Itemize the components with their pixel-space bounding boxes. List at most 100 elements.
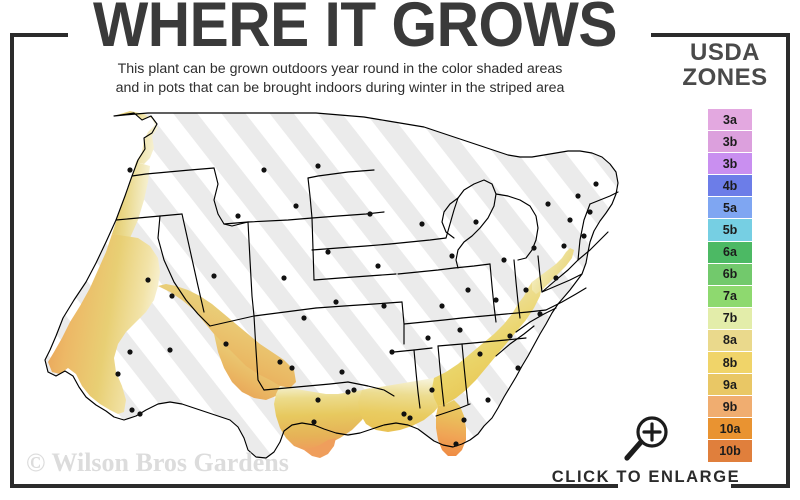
zone-pacific-northwest	[114, 111, 158, 164]
city-dot	[593, 181, 599, 187]
border-ky-tn	[461, 309, 547, 319]
frame-border-right	[786, 33, 790, 488]
city-dot	[453, 441, 459, 447]
border-ne-ks	[313, 273, 397, 281]
legend-swatch-8a[interactable]: 8a	[708, 329, 752, 353]
border-la-ms	[413, 349, 421, 409]
border-lake-erie	[495, 193, 539, 261]
border-tn-al-ga	[437, 337, 527, 347]
legend-swatch-8b[interactable]: 8b	[708, 352, 752, 375]
border-ok-tx	[263, 381, 349, 391]
city-dot	[367, 211, 373, 217]
map-color-zones	[48, 111, 574, 458]
frame-border-bottom-left	[10, 484, 618, 488]
city-dot	[449, 253, 455, 259]
zone-texas-south-tip	[304, 438, 336, 458]
legend-swatch-3b-duplicate[interactable]: 3b	[708, 153, 752, 176]
legend-heading: USDA ZONES	[666, 40, 784, 90]
state-boundaries	[44, 112, 619, 459]
border-mt-nd	[307, 169, 375, 179]
legend-swatch-7b[interactable]: 7b	[708, 307, 752, 330]
border-ny-vt-ma	[577, 231, 609, 261]
border-ar-mo	[403, 317, 463, 325]
city-dot	[375, 263, 381, 269]
border-pa-ny	[541, 259, 579, 293]
border-mi-lakes	[455, 179, 497, 269]
legend-swatch-4b[interactable]: 4b	[708, 175, 752, 198]
border-wy-sd	[307, 177, 313, 219]
city-dot	[223, 341, 229, 347]
city-dot	[545, 201, 551, 207]
magnifier-zoom-in-icon[interactable]	[618, 414, 674, 464]
border-ia-mn	[389, 237, 447, 245]
city-dot	[523, 287, 529, 293]
city-dot	[515, 365, 521, 371]
zone-southwest	[158, 284, 296, 388]
usda-zone-map	[18, 100, 648, 460]
border-id-mt	[213, 167, 249, 225]
usda-zones-legend: 3a 3b 3b 4b 5a 5b 6a 6b 7a 7b 8a 8b 9a 9b 10a 10b	[708, 109, 752, 463]
subtitle-line-2: and in pots that can be brought indoors …	[115, 80, 565, 96]
zone-arizona-south	[214, 334, 280, 400]
city-dots	[115, 163, 599, 447]
city-dot	[561, 243, 567, 249]
click-to-enlarge-label[interactable]: CLICK TO ENLARGE	[551, 468, 741, 486]
city-dot	[493, 297, 499, 303]
city-dot	[339, 369, 345, 375]
border-il-in	[489, 263, 497, 323]
legend-swatch-3b[interactable]: 3b	[708, 131, 752, 154]
border-az-nm	[209, 315, 255, 327]
city-dot	[351, 387, 357, 393]
legend-swatch-5a[interactable]: 5a	[708, 197, 752, 220]
legend-swatch-9a[interactable]: 9a	[708, 374, 752, 397]
city-dot	[419, 221, 425, 227]
frame-border-bottom-right	[731, 484, 790, 488]
city-dot	[315, 397, 321, 403]
city-dot	[465, 287, 471, 293]
city-dot	[401, 411, 407, 417]
legend-swatch-7a[interactable]: 7a	[708, 285, 752, 308]
border-great-lakes	[441, 197, 459, 239]
border-al-ga	[461, 343, 469, 405]
city-dot	[301, 315, 307, 321]
magnifier-handle	[624, 439, 644, 461]
zone-texas	[274, 386, 374, 450]
legend-swatch-6a[interactable]: 6a	[708, 241, 752, 264]
city-dot	[311, 419, 317, 425]
city-dot	[425, 335, 431, 341]
city-dot	[567, 217, 573, 223]
border-ny-north	[577, 203, 591, 261]
magnifier-icon-svg	[624, 416, 668, 461]
legend-swatch-5b[interactable]: 5b	[708, 219, 752, 242]
city-dot	[461, 417, 467, 423]
legend-swatch-3a[interactable]: 3a	[708, 109, 752, 132]
city-dot	[439, 303, 445, 309]
legend-swatch-9b[interactable]: 9b	[708, 396, 752, 419]
city-dot	[501, 257, 507, 263]
border-oh-pa	[537, 255, 543, 293]
city-dot	[537, 311, 543, 317]
city-dot	[553, 275, 559, 281]
border-va-md-wv	[541, 273, 583, 293]
city-dot	[137, 411, 143, 417]
border-or-ca	[115, 213, 183, 221]
legend-swatch-10a[interactable]: 10a	[708, 418, 752, 441]
border-in-oh	[513, 259, 521, 319]
city-dot	[485, 397, 491, 403]
frame-border-top-left	[10, 33, 68, 37]
city-dot	[333, 299, 339, 305]
subtitle-line-1: This plant can be grown outdoors year ro…	[117, 61, 563, 77]
city-dot	[167, 347, 173, 353]
city-dot	[457, 327, 463, 333]
city-dot	[345, 389, 351, 395]
legend-swatch-10b[interactable]: 10b	[708, 440, 752, 463]
city-dot	[211, 273, 217, 279]
city-dot	[581, 233, 587, 239]
city-dot	[277, 359, 283, 365]
zone-mid-atlantic	[532, 248, 574, 294]
city-dot	[407, 415, 413, 421]
city-dot	[235, 213, 241, 219]
legend-swatch-6b[interactable]: 6b	[708, 263, 752, 286]
city-dot	[507, 333, 513, 339]
legend-heading-line-1: USDA	[689, 39, 760, 66]
